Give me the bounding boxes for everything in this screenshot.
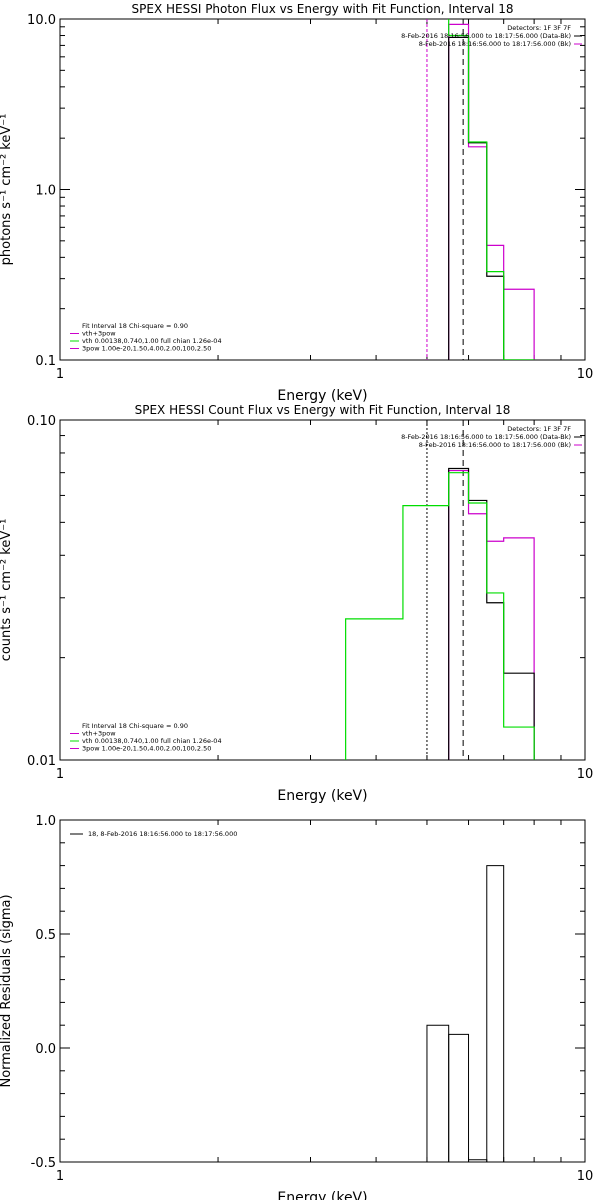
plot-area (426, 19, 535, 360)
y-axis-label: Normalized Residuals (sigma) (0, 894, 14, 1087)
y-tick-label: -0.5 (31, 1156, 56, 1171)
x-tick-label: 10 (577, 1169, 594, 1184)
residual-bar (486, 865, 505, 1162)
y-tick-label: 0.01 (27, 754, 56, 769)
legend-tl-text: 18, 8-Feb-2016 18:16:56.000 to 18:17:56.… (88, 830, 237, 838)
y-axis-label: counts s⁻¹ cm⁻² keV⁻¹ (0, 519, 14, 662)
residual-bar (426, 1024, 450, 1162)
residual-bar (448, 1033, 470, 1162)
plot-area (426, 865, 505, 1162)
axes-frame (59, 419, 586, 761)
legend-bl-text: Fit Interval 18 Chi-square = 0.90 (82, 322, 188, 330)
series-vth-3pow (448, 36, 535, 360)
x-tick-label: 1 (56, 767, 64, 782)
y-tick-label: 0.0 (35, 1042, 56, 1057)
legend-tr-text: Detectors: 1F 3F 7F (507, 425, 571, 433)
legend-bl-text: Fit Interval 18 Chi-square = 0.90 (82, 722, 188, 730)
chart-resid: 1 10 Energy (keV) -0.5 0.0 0.5 1.0 Normalized R… (0, 814, 594, 1204)
chart-title: SPEX HESSI Photon Flux vs Energy with Fi… (132, 2, 514, 16)
legend-tr-text: Detectors: 1F 3F 7F (507, 24, 571, 32)
y-tick-label: 1.0 (35, 814, 56, 829)
x-tick-label: 10 (577, 367, 594, 382)
legend-tr-text: 8-Feb-2016 18:16:56.000 to 18:17:56.000 … (419, 40, 571, 48)
x-axis-label: Energy (keV) (277, 388, 367, 404)
y-axis-label: photons s⁻¹ cm⁻² keV⁻¹ (0, 114, 14, 266)
y-tick-label: 10.0 (27, 13, 56, 28)
chart-title: SPEX HESSI Count Flux vs Energy with Fit… (135, 403, 511, 417)
legend-tr-text: 8-Feb-2016 18:16:56.000 to 18:17:56.000 … (419, 441, 571, 449)
legend-bl-text: 3pow 1.00e-20,1.50,4.00,2.00,100,2.50 (82, 745, 211, 753)
chart-photon: SPEX HESSI Photon Flux vs Energy with Fi… (0, 2, 593, 404)
legend-bl-text: vth+3pow (82, 330, 116, 338)
y-tick-label: 0.10 (27, 414, 56, 429)
x-axis-label: Energy (keV) (277, 788, 367, 804)
x-tick-label: 1 (56, 367, 64, 382)
chart-count: SPEX HESSI Count Flux vs Energy with Fit… (0, 403, 593, 804)
axes-frame (59, 819, 586, 1163)
y-tick-label: 1.0 (35, 184, 56, 199)
y-tick-label: 0.1 (35, 354, 56, 369)
series-vth-3pow (448, 467, 535, 760)
series-data-bk (448, 23, 535, 360)
legend-bl-text: 3pow 1.00e-20,1.50,4.00,2.00,100,2.50 (82, 345, 211, 353)
legend-tr-text: 8-Feb-2016 18:16:56.000 to 18:17:56.000 … (401, 433, 571, 441)
legend-tr-text: 8-Feb-2016 18:16:56.000 to 18:17:56.000 … (401, 32, 571, 40)
x-tick-label: 10 (577, 767, 594, 782)
legend-bl-text: vth 0.00138,0.740,1.00 full chian 1.26e-… (82, 337, 222, 345)
x-tick-label: 1 (56, 1169, 64, 1184)
series-vth (345, 472, 535, 760)
legend-bl-text: vth 0.00138,0.740,1.00 full chian 1.26e-… (82, 737, 222, 745)
x-axis-label: Energy (keV) (277, 1190, 367, 1200)
series-data-bk (448, 469, 535, 760)
axes-frame (59, 18, 586, 361)
legend-bl-text: vth+3pow (82, 730, 116, 738)
y-tick-label: 0.5 (35, 928, 56, 943)
plot-area (345, 420, 535, 760)
series-vth (448, 19, 535, 360)
